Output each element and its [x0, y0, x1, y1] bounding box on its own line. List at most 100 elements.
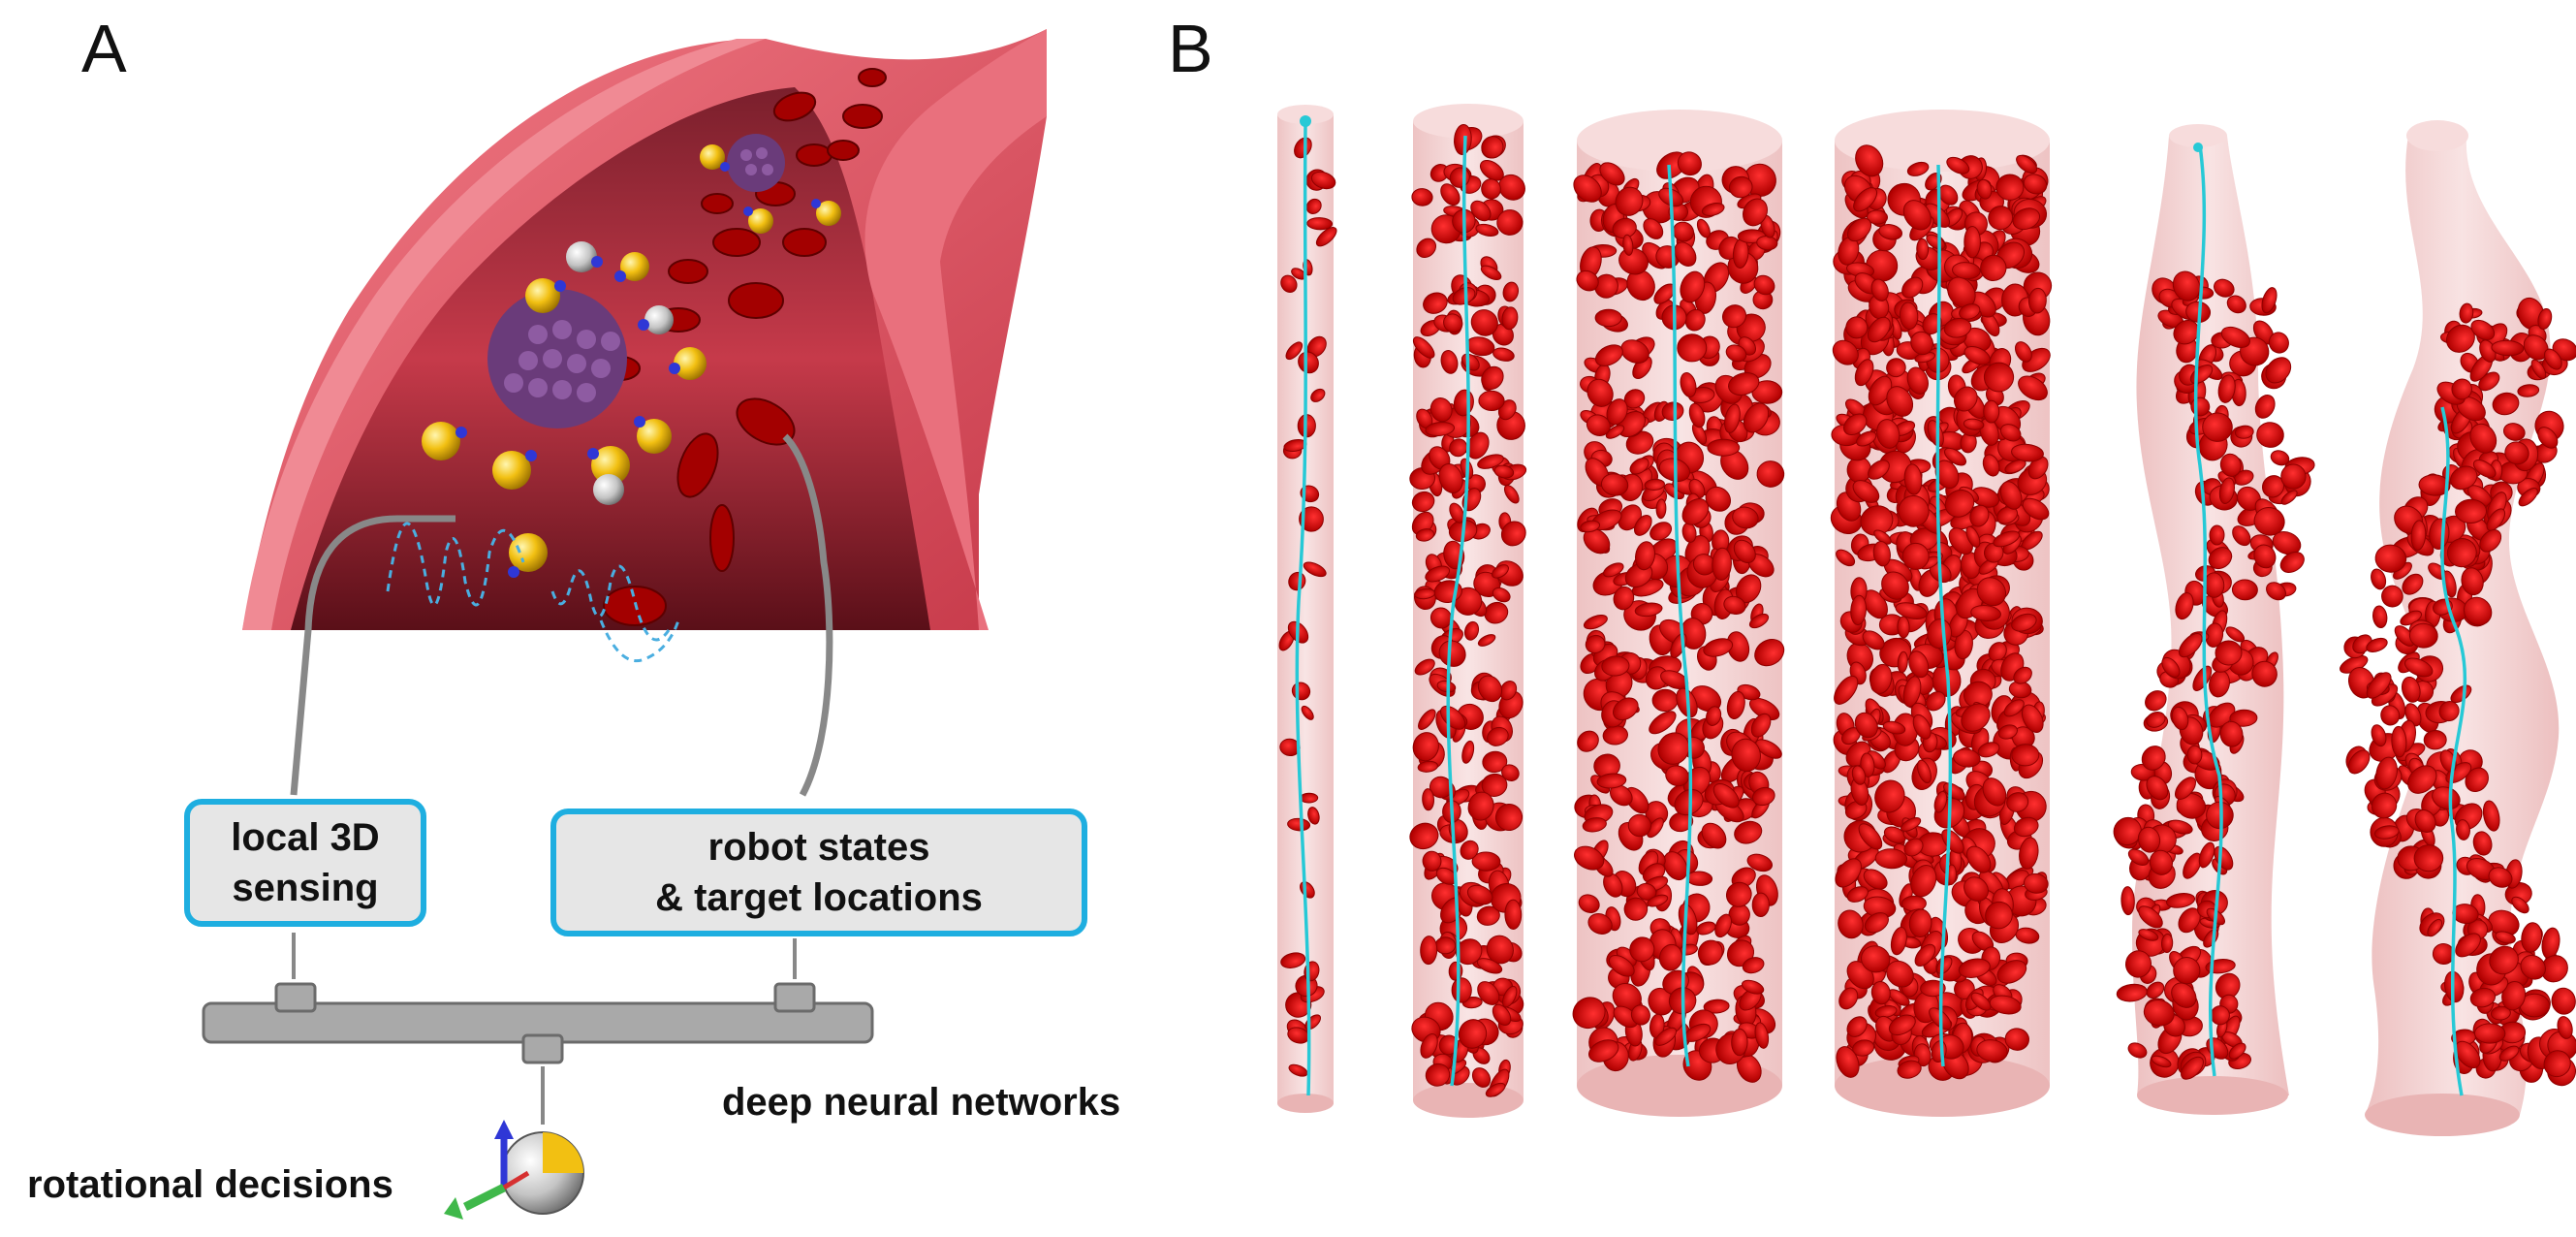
red-blood-cell [1999, 481, 2023, 510]
red-blood-cell [2394, 625, 2415, 647]
red-blood-cell [1910, 331, 1933, 356]
red-blood-cell [1872, 540, 1891, 567]
red-blood-cell [2489, 945, 2519, 975]
red-blood-cell [1906, 161, 1930, 176]
red-blood-cell [1657, 732, 1690, 765]
red-blood-cell [1423, 292, 1448, 314]
red-blood-cell [2537, 307, 2553, 331]
red-blood-cell [2146, 981, 2165, 999]
red-blood-cell [1680, 270, 1706, 303]
red-blood-cell [1574, 845, 1605, 871]
red-blood-cell [2013, 666, 2032, 684]
red-blood-cell [1846, 217, 1872, 242]
red-blood-cell [1492, 564, 1509, 579]
red-blood-cell [1476, 905, 1500, 926]
red-blood-cell [1838, 909, 1864, 939]
red-blood-cell [2451, 378, 2472, 400]
red-blood-cell [2371, 724, 2387, 747]
robot-states-box: robot states & target locations [550, 809, 1087, 936]
red-blood-cell [2143, 999, 2175, 1027]
red-blood-cell [1701, 203, 1725, 216]
red-blood-cell [1861, 945, 1891, 973]
red-blood-cell [1961, 703, 1991, 732]
red-blood-cell [1707, 438, 1741, 457]
red-blood-cell [1862, 630, 1885, 650]
red-blood-cell [2521, 922, 2543, 953]
red-blood-cell [2501, 981, 2527, 1011]
red-blood-cell [2402, 573, 2424, 595]
red-blood-cell [2520, 954, 2546, 980]
red-blood-cell [1917, 759, 1932, 784]
red-blood-cell [1493, 464, 1515, 479]
red-blood-cell [1733, 539, 1756, 564]
red-blood-cell [2004, 459, 2026, 474]
red-blood-cell [1681, 498, 1710, 525]
red-blood-cell [2027, 287, 2047, 314]
red-blood-cell [1573, 174, 1602, 203]
red-blood-cell [1599, 162, 1625, 186]
red-blood-cell [2279, 552, 2305, 573]
red-blood-cell [1422, 788, 1435, 811]
red-blood-cell [1886, 386, 1914, 417]
red-blood-cell [1696, 921, 1716, 936]
red-blood-cell [1420, 1032, 1438, 1059]
red-blood-cell [1477, 675, 1503, 703]
red-blood-cell [1754, 1022, 1770, 1049]
red-blood-cell [1856, 430, 1877, 447]
red-blood-cell [2176, 792, 2207, 819]
red-blood-cell [2463, 596, 2493, 626]
red-blood-cell [2218, 477, 2235, 504]
red-blood-cell [1903, 463, 1923, 495]
red-blood-cell [2511, 896, 2529, 914]
red-blood-cell [1835, 858, 1862, 888]
red-blood-cell [1908, 908, 1932, 937]
red-blood-cell [1460, 840, 1479, 860]
red-blood-cell [2414, 809, 2436, 833]
red-blood-cell [2517, 384, 2540, 397]
red-blood-cell [2019, 837, 2039, 870]
red-blood-cell [2253, 507, 2285, 536]
red-blood-cell [1912, 714, 1932, 740]
red-blood-cell [1425, 421, 1456, 437]
red-blood-cell [1724, 403, 1741, 433]
red-blood-cell [2543, 1050, 2571, 1078]
red-blood-cell [1953, 748, 1981, 768]
red-blood-cell [1703, 638, 1734, 657]
red-blood-cell [1925, 691, 1946, 712]
red-blood-cell [1479, 159, 1504, 181]
red-blood-cell [2438, 701, 2460, 722]
leader-line-states [782, 433, 833, 797]
red-blood-cell [2366, 637, 2388, 652]
red-blood-cell [1863, 869, 1888, 890]
red-blood-cell [1492, 1003, 1512, 1027]
red-blood-cell [1481, 773, 1508, 797]
red-blood-cell [2165, 893, 2196, 908]
red-blood-cell [1475, 223, 1499, 237]
red-blood-cell [2482, 800, 2500, 832]
red-blood-cell [2459, 302, 2474, 324]
red-blood-cell [1696, 218, 1711, 238]
red-blood-cell [1897, 1060, 1922, 1079]
deep-neural-networks-label: deep neural networks [722, 1081, 1121, 1124]
red-blood-cell [2146, 776, 2169, 801]
red-blood-cell [2408, 622, 2438, 649]
red-blood-cell [1615, 186, 1644, 216]
red-blood-cell [1965, 525, 1981, 548]
red-blood-cell [1963, 876, 1989, 902]
red-blood-cell [2537, 427, 2559, 449]
red-blood-cell [2219, 453, 2242, 477]
red-blood-cell [1944, 489, 1975, 518]
red-blood-cell [1729, 175, 1753, 199]
red-blood-cell [1958, 958, 1991, 978]
red-blood-cell [1504, 899, 1523, 930]
red-blood-cell [2413, 844, 2444, 872]
red-blood-cell [1600, 473, 1629, 496]
red-blood-cell [2231, 579, 2258, 601]
red-blood-cell [1425, 1063, 1451, 1087]
red-blood-cell [1576, 270, 1599, 292]
red-blood-cell [2455, 933, 2481, 958]
red-blood-cell [1897, 616, 1910, 639]
robot-sphere-icon [444, 1120, 584, 1220]
red-blood-cell [1963, 226, 1981, 259]
target-cluster-large [487, 289, 627, 428]
